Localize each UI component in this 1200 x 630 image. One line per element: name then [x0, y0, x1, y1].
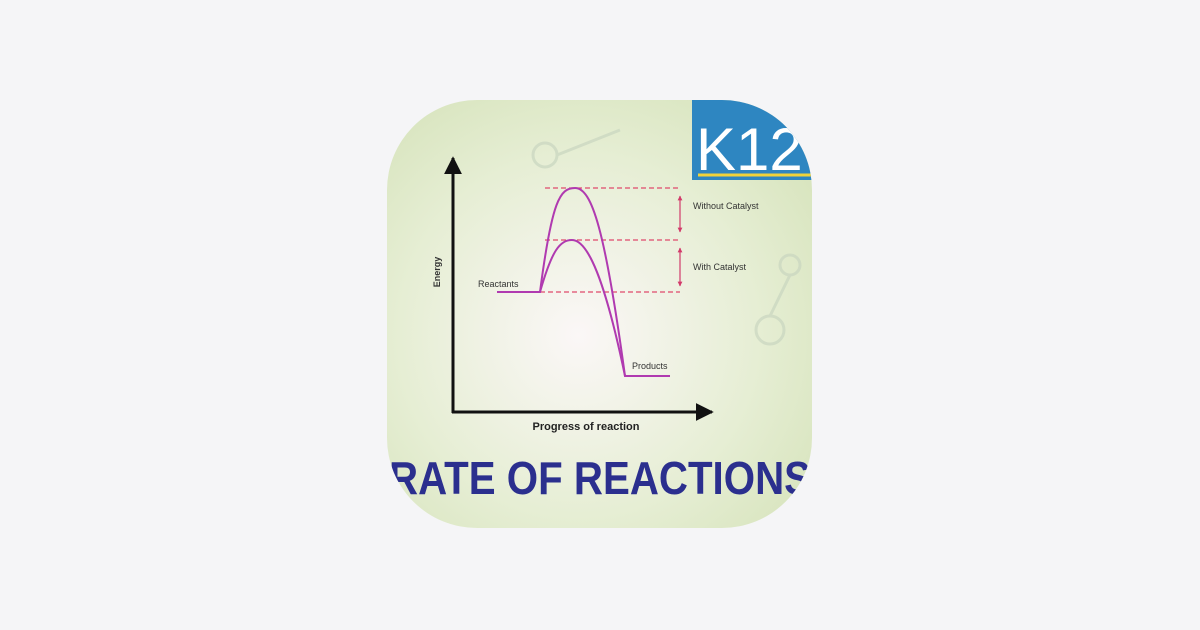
icon-title: RATE OF REACTIONS — [389, 452, 811, 504]
label: Products — [632, 361, 668, 371]
curve-with-catalyst — [539, 238, 626, 377]
label: With Catalyst — [693, 262, 747, 272]
energy-levels — [540, 187, 680, 293]
molecule-decoration — [531, 128, 802, 346]
logo: K12 — [696, 116, 803, 183]
axis-label: Progress of reaction — [533, 421, 640, 433]
app-icon: Without Catalyst With Catalyst Reactants… — [387, 100, 812, 528]
axis-label: Energy — [432, 257, 442, 288]
label: Without Catalyst — [693, 201, 759, 211]
curve-without-catalyst — [497, 186, 670, 377]
label: Reactants — [478, 279, 519, 289]
